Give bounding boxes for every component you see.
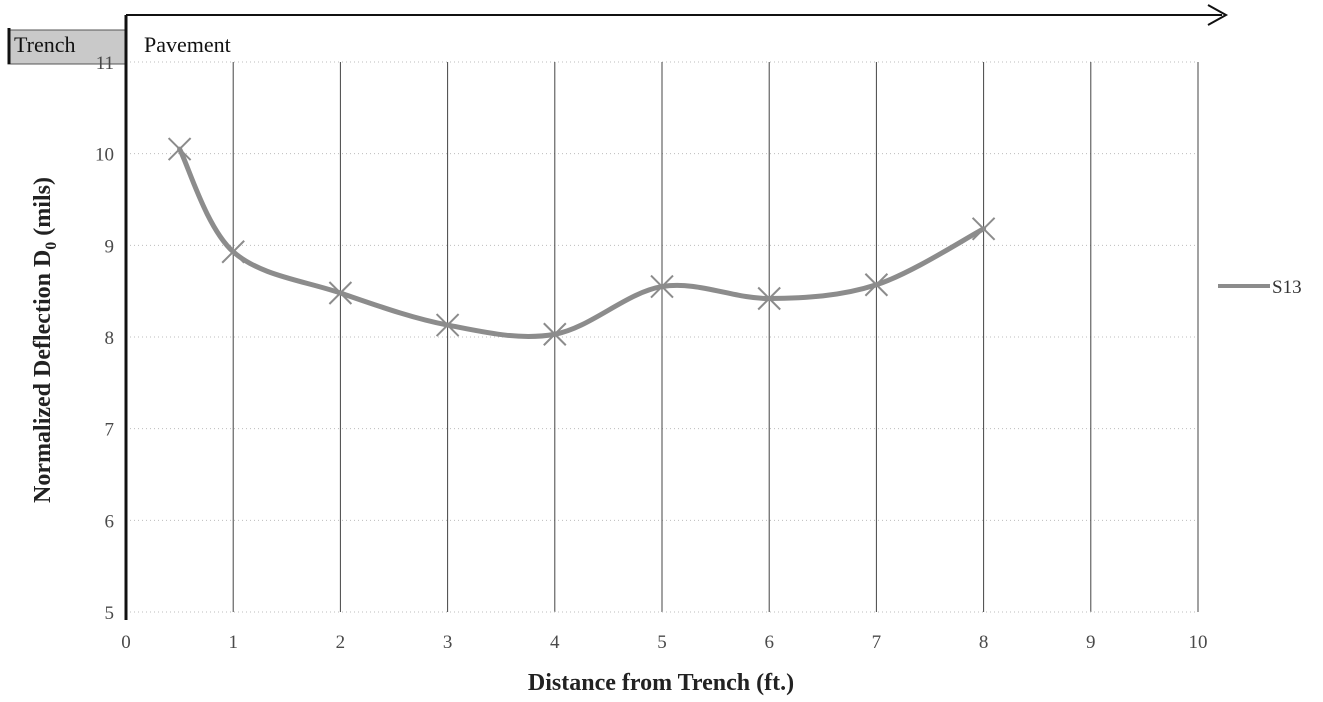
- y-axis-title-subscript: 0: [43, 242, 60, 250]
- x-tick-label: 10: [1189, 632, 1208, 653]
- x-tick-label: 5: [657, 632, 667, 653]
- y-tick-label: 9: [105, 236, 115, 257]
- data-point-marker: [650, 274, 674, 299]
- data-point-marker: [864, 273, 889, 297]
- x-tick-label: 4: [550, 632, 560, 653]
- x-tick-label: 8: [979, 632, 989, 653]
- data-point-marker: [435, 313, 460, 337]
- grid: [126, 61, 1199, 613]
- data-point-marker: [328, 281, 353, 305]
- data-point-marker: [221, 240, 245, 264]
- y-tick-label: 8: [105, 328, 115, 349]
- x-tick-label: 7: [872, 632, 882, 653]
- pavement-label: Pavement: [144, 32, 231, 57]
- trench-region-box: [7, 29, 127, 65]
- series-layer: [167, 137, 996, 346]
- x-tick-label: 6: [764, 632, 774, 653]
- series-line-s13: [177, 146, 987, 339]
- data-point-marker: [543, 322, 567, 346]
- y-tick-label: 11: [96, 53, 114, 74]
- y-axis-title: Normalized Deflection D0 (mils): [30, 177, 60, 503]
- trench-label: Trench: [14, 32, 76, 57]
- legend-label-s13: S13: [1272, 277, 1302, 298]
- data-point-marker: [971, 217, 996, 241]
- x-axis-title: Distance from Trench (ft.): [528, 670, 794, 696]
- tick-labels: 0 1 2 3 4 5 6 7 8 9 10 5 6 7 8 9 10 11: [95, 53, 1208, 653]
- data-point-marker: [167, 137, 192, 161]
- x-tick-label: 3: [443, 632, 453, 653]
- y-tick-label: 7: [105, 420, 115, 441]
- pavement-arrow-head: [1207, 4, 1229, 26]
- x-tick-label: 0: [121, 632, 131, 653]
- y-axis-title-tail: (mils): [30, 177, 56, 242]
- y-tick-label: 10: [95, 145, 114, 166]
- y-tick-label: 6: [105, 511, 115, 532]
- y-tick-label: 5: [105, 603, 115, 624]
- x-tick-label: 1: [228, 632, 238, 653]
- x-tick-label: 2: [336, 632, 346, 653]
- y-axis-title-main: Normalized Deflection D: [30, 250, 56, 503]
- x-tick-label: 9: [1086, 632, 1096, 653]
- data-point-marker: [757, 286, 781, 311]
